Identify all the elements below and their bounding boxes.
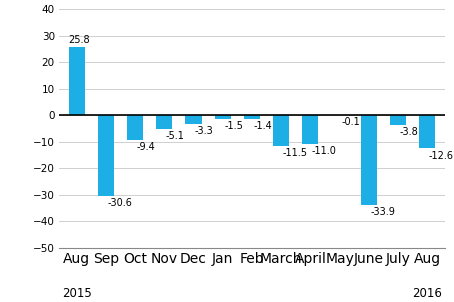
Text: 25.8: 25.8	[69, 35, 90, 45]
Bar	[244, 115, 260, 119]
Bar	[69, 47, 84, 115]
Text: -33.9: -33.9	[370, 207, 395, 217]
Text: 2016: 2016	[412, 287, 442, 300]
Text: -11.0: -11.0	[312, 146, 337, 156]
Text: -3.3: -3.3	[195, 126, 214, 136]
Text: -11.5: -11.5	[283, 148, 308, 158]
Text: 2015: 2015	[62, 287, 91, 300]
Bar	[302, 115, 318, 144]
Text: -1.5: -1.5	[224, 121, 243, 131]
Bar	[273, 115, 289, 146]
Bar	[156, 115, 173, 129]
Bar	[419, 115, 435, 149]
Text: -0.1: -0.1	[341, 117, 360, 127]
Bar	[127, 115, 143, 140]
Text: -3.8: -3.8	[400, 127, 418, 137]
Bar	[361, 115, 377, 205]
Text: -30.6: -30.6	[107, 198, 132, 208]
Text: -9.4: -9.4	[137, 142, 155, 152]
Bar	[390, 115, 406, 125]
Text: -1.4: -1.4	[253, 121, 272, 131]
Text: -12.6: -12.6	[429, 151, 454, 161]
Bar	[215, 115, 231, 119]
Text: -5.1: -5.1	[166, 131, 185, 141]
Bar	[186, 115, 202, 124]
Bar	[98, 115, 114, 196]
